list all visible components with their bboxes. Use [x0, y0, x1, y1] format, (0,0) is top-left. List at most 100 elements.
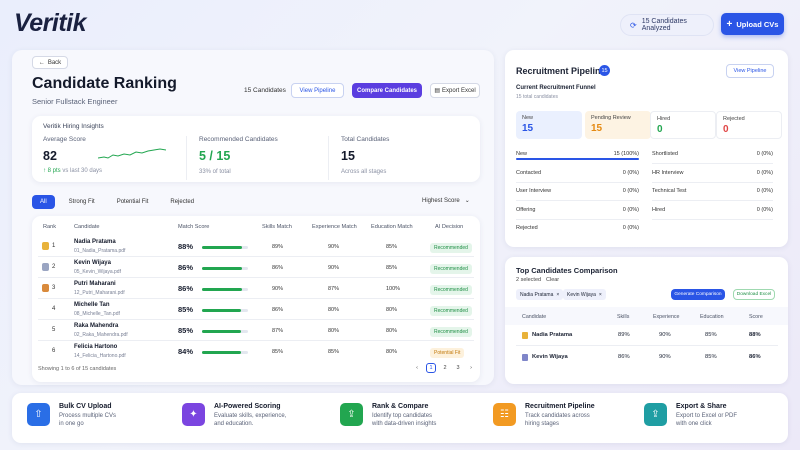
row-divider — [38, 340, 474, 341]
cmp-col-skills: Skills — [617, 314, 630, 320]
page-3[interactable]: 3 — [456, 365, 460, 371]
cv-filename: 14_Felicia_Hartono.pdf — [74, 353, 126, 359]
col-candidate: Candidate — [74, 224, 100, 230]
rank-number: 3 — [52, 285, 56, 291]
table-row[interactable]: 2 Kevin Wijaya 05_Kevin_Wijaya.pdf 86% 86% 90… — [32, 257, 480, 278]
stage-value: 15 (100%) — [613, 151, 639, 157]
ai-decision-badge: Recommended — [430, 327, 472, 337]
chevron-down-icon: ⌄ — [464, 198, 470, 204]
comparison-header-row — [505, 307, 788, 325]
tab-strong-fit[interactable]: Strong Fit — [68, 199, 95, 205]
tab-rejected[interactable]: Rejected — [170, 199, 195, 205]
next-page-icon[interactable]: › — [470, 365, 472, 371]
match-score-bar — [202, 309, 248, 312]
experience-match: 80% — [328, 307, 340, 313]
page-title: Candidate Ranking — [32, 75, 177, 92]
table-row[interactable]: 5 Raka Mahendra 02_Raka_Mahendra.pdf 85% 87%… — [32, 320, 480, 341]
analyzed-status-pill: ⟳ 15 Candidates Analyzed — [620, 14, 714, 36]
table-row[interactable]: 6 Felicia Hartono 14_Felicia_Hartono.pdf 84… — [32, 341, 480, 362]
stage-value: 0 (0%) — [756, 188, 773, 194]
upload-cvs-button[interactable]: + Upload CVs — [721, 13, 784, 35]
export-excel-button[interactable]: ▤ Export Excel — [430, 83, 480, 98]
stage-divider — [516, 181, 639, 183]
cmp-col-score: Score — [749, 314, 763, 320]
showing-text: Showing 1 to 6 of 15 candidates — [38, 366, 117, 372]
funnel-box-label: Hired — [657, 116, 671, 122]
row-divider — [38, 319, 474, 320]
match-score-bar — [202, 246, 248, 249]
feature-desc: Identify top candidates with data-driven… — [372, 413, 437, 427]
funnel-box: Rejected 0 — [716, 111, 782, 139]
funnel-box: New 15 — [516, 111, 582, 139]
table-row[interactable]: 4 Michelle Tan 08_Michelle_Tan.pdf 85% 86% 80… — [32, 299, 480, 320]
stage-value: 0 (0%) — [622, 225, 639, 231]
chip-kevin[interactable]: Kevin Wijaya × — [563, 289, 606, 300]
arrow-left-icon: ← — [38, 59, 45, 66]
match-score: 85% — [178, 305, 194, 314]
export-icon: ⇪ — [644, 403, 667, 426]
chip-nadia[interactable]: Nadia Pratama × — [516, 289, 564, 300]
stage-value: 0 (0%) — [756, 169, 773, 176]
sort-select[interactable]: Highest Score ⌄ — [422, 197, 470, 205]
upload-cvs-label: Upload CVs — [736, 19, 779, 29]
download-excel-button[interactable]: Download Excel — [733, 289, 775, 300]
avg-delta-suffix: vs last 30 days — [62, 168, 103, 174]
feature-title: Rank & Compare — [372, 403, 429, 410]
cv-filename: 05_Kevin_Wijaya.pdf — [74, 269, 121, 275]
total-value: 15 — [341, 149, 355, 163]
col-skills: Skills Match — [262, 224, 292, 230]
tab-all[interactable]: All — [32, 195, 55, 209]
col-ai-decision: AI Decision — [435, 224, 464, 230]
stage-bar-fill — [516, 158, 639, 160]
feature-item: ⇧ Bulk CV Upload Process multiple CVs in o… — [27, 403, 116, 428]
education-match: 80% — [386, 328, 398, 334]
stage-divider — [652, 200, 773, 201]
export-excel-label: Export Excel — [441, 87, 476, 94]
view-pipeline-button[interactable]: View Pipeline — [291, 83, 344, 98]
clear-link[interactable]: Clear — [546, 277, 560, 283]
filter-tabs: All Strong Fit Potential Fit Rejected — [32, 195, 202, 209]
stage-divider — [652, 181, 773, 183]
funnel-box-label: Pending Review — [591, 115, 631, 121]
match-score: 86% — [178, 263, 194, 272]
close-icon[interactable]: × — [598, 291, 602, 298]
tab-potential-fit[interactable]: Potential Fit — [116, 199, 149, 205]
table-row[interactable]: 3 Putri Maharani 12_Putri_Maharani.pdf 86% 9… — [32, 278, 480, 299]
col-rank: Rank — [43, 224, 57, 230]
match-score-bar — [202, 288, 248, 291]
generate-comparison-button[interactable]: Generate Comparison — [671, 289, 725, 300]
back-button[interactable]: ← Back — [32, 56, 68, 69]
cmp-score: 86% — [749, 354, 761, 360]
compare-candidates-button[interactable]: Compare Candidates — [352, 83, 422, 98]
page-2[interactable]: 2 — [443, 365, 447, 371]
close-icon[interactable]: × — [556, 291, 560, 298]
match-score-bar — [202, 267, 248, 270]
stage-divider — [516, 218, 639, 220]
pipeline-view-button[interactable]: View Pipeline — [726, 64, 774, 78]
table-row[interactable]: 1 Nadia Pratama 01_Nadia_Pratama.pdf 88% 89%… — [32, 236, 480, 257]
stage-divider — [516, 200, 639, 201]
top-candidates-comparison-card: Top Candidates Comparison 2 selected Cle… — [505, 257, 788, 384]
cmp-col-education: Education — [700, 314, 724, 320]
brand-logo: Veritik — [14, 9, 87, 37]
back-label: Back — [47, 59, 62, 66]
total-label: Total Candidates — [341, 136, 390, 143]
cv-filename: 12_Putri_Maharani.pdf — [74, 290, 125, 296]
experience-match: 85% — [328, 349, 340, 355]
match-score-bar — [202, 351, 248, 354]
education-match: 85% — [386, 244, 398, 250]
prev-page-icon[interactable]: ‹ — [416, 365, 418, 371]
match-score-fill — [202, 288, 242, 291]
page-1[interactable]: 1 — [426, 363, 436, 373]
sparkle-icon: ✦ — [182, 403, 205, 426]
stage-divider — [652, 163, 773, 164]
education-match: 80% — [386, 349, 398, 355]
feature-desc: Evaluate skills, experience, and educati… — [214, 413, 287, 427]
funnel-title: Current Recruitment Funnel — [516, 85, 596, 91]
skills-match: 86% — [272, 307, 284, 313]
ai-decision-badge: Recommended — [430, 243, 472, 253]
ai-decision-badge: Recommended — [430, 285, 472, 295]
stage-value: 0 (0%) — [756, 206, 773, 213]
skills-match: 86% — [272, 265, 284, 271]
match-score-fill — [202, 246, 243, 249]
